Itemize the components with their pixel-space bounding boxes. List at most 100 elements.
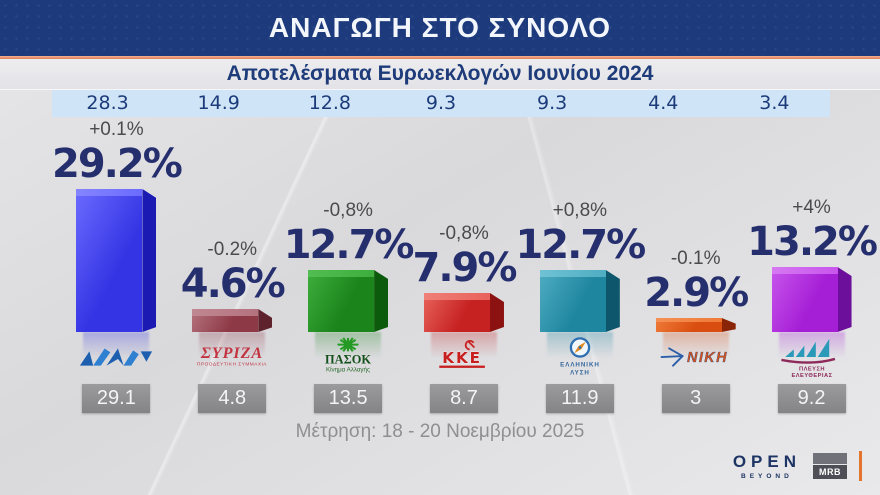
kke-logo: ΚΚΕ <box>418 339 510 377</box>
change-label: -0.2% <box>207 239 258 260</box>
open-logo: OPEN BEYOND <box>733 452 801 480</box>
bar-3d <box>539 270 620 332</box>
percentage-label: 29.2% <box>52 141 183 187</box>
bar-side-face <box>374 270 388 332</box>
mrb-logo-label: MRB <box>813 465 847 479</box>
projected-value: 8.7 <box>450 387 478 409</box>
logo-zone <box>52 332 181 384</box>
previous-results-band: 28.3 14.9 12.8 9.3 9.3 4.4 3.4 <box>52 90 830 117</box>
bar-top-face <box>192 309 259 316</box>
title-bar: ΑΝΑΓΩΓΗ ΣΤΟ ΣΥΝΟΛΟ <box>0 0 880 56</box>
party-column-syriza: -0.2% 4.6% ΣΥΡΙΖΑ ΠΡΟΟΔΕΥΤΙΚΗ ΣΥΜΜΑΧΙΑ 4… <box>181 117 286 413</box>
projected-value-box: 29.1 <box>82 384 151 413</box>
party-column-kke: -0,8% 7.9% ΚΚΕ 8.7 <box>412 117 518 413</box>
bar-top-face <box>655 318 722 322</box>
bar-3d <box>308 270 388 332</box>
previous-result-value: 3.4 <box>759 92 790 114</box>
bar-3d <box>771 267 852 332</box>
change-label: +0,8% <box>552 200 608 221</box>
elliniki-lysi-logo: ΕΛΛΗΝΙΚΗ ΛΥΣΗ <box>534 336 626 380</box>
bar-3d <box>76 189 156 332</box>
change-label: +4% <box>792 197 831 218</box>
svg-text:Κίνημα Αλλαγής: Κίνημα Αλλαγής <box>326 366 370 373</box>
logo-zone: ΠΛΕΥΣΗ ΕΛΕΥΘΕΡΙΑΣ <box>747 332 876 384</box>
projected-value: 4.8 <box>218 387 247 409</box>
niki-logo: ΝΙΚΗ <box>650 341 742 375</box>
party-column-pasok: -0,8% 12.7% ΠΑΣΟΚ Κίνημα Αλλαγής 13.5 <box>283 117 415 413</box>
party-column-elliniki-lysi: +0,8% 12.7% ΕΛΛΗΝΙΚΗ ΛΥΣΗ 11.9 <box>515 117 646 413</box>
bar <box>771 267 838 332</box>
svg-text:ΕΛΛΗΝΙΚΗ: ΕΛΛΗΝΙΚΗ <box>560 362 600 369</box>
bar-top-face <box>423 293 490 300</box>
bar-side-face <box>490 293 504 332</box>
previous-result-value: 9.3 <box>425 92 457 114</box>
svg-text:ΠΛΕΥΣΗ: ΠΛΕΥΣΗ <box>799 366 825 372</box>
svg-text:ΛΥΣΗ: ΛΥΣΗ <box>570 369 590 376</box>
bar-3d <box>423 293 504 332</box>
logo-zone: ΣΥΡΙΖΑ ΠΡΟΟΔΕΥΤΙΚΗ ΣΥΜΜΑΧΙΑ <box>181 332 284 384</box>
accent-rule <box>0 56 880 59</box>
bar <box>308 270 375 332</box>
pasok-logo: ΠΑΣΟΚ Κίνημα Αλλαγής <box>302 337 394 379</box>
party-column-niki: -0.1% 2.9% ΝΙΚΗ 3 <box>644 117 749 413</box>
percentage-label: 12.7% <box>515 222 646 268</box>
bar-top-face <box>539 270 606 277</box>
projected-value-box: 9.2 <box>777 384 846 413</box>
page-title: ΑΝΑΓΩΓΗ ΣΤΟ ΣΥΝΟΛΟ <box>268 12 612 43</box>
subtitle-row: Αποτελέσματα Ευρωεκλογών Ιουνίου 2024 <box>0 59 880 90</box>
svg-text:ΚΚΕ: ΚΚΕ <box>442 349 482 367</box>
change-label: +0.1% <box>89 119 144 140</box>
percentage-label: 7.9% <box>412 245 518 291</box>
logo-zone: ΕΛΛΗΝΙΚΗ ΛΥΣΗ <box>515 332 644 384</box>
branding: OPEN BEYOND MRB <box>733 449 862 483</box>
change-label: -0.1% <box>670 248 721 269</box>
bar-side-face <box>722 318 736 332</box>
projected-value-box: 8.7 <box>429 384 498 413</box>
nd-logo <box>70 339 162 377</box>
bar <box>76 189 143 332</box>
party-column-nd: +0.1% 29.2% 29.1 <box>52 117 183 413</box>
mrb-logo-mark <box>813 453 847 464</box>
beyond-label: BEYOND <box>741 473 793 480</box>
survey-date: Μέτρηση: 18 - 20 Νοεμβρίου 2025 <box>295 421 585 442</box>
bar-side-face <box>606 270 620 332</box>
logo-zone: ΠΑΣΟΚ Κίνημα Αλλαγής <box>284 332 413 384</box>
svg-text:ΝΙΚΗ: ΝΙΚΗ <box>687 350 728 366</box>
bar-top-face <box>771 267 838 274</box>
projected-value: 11.9 <box>561 387 599 409</box>
percentage-label: 2.9% <box>644 270 749 316</box>
projected-value-box: 13.5 <box>314 384 383 413</box>
previous-result-value: 14.9 <box>197 92 240 114</box>
previous-result-value: 4.4 <box>648 92 679 114</box>
plefsi-eleftherias-logo: ΠΛΕΥΣΗ ΕΛΕΥΘΕΡΙΑΣ <box>766 336 858 380</box>
projected-value: 3 <box>690 387 702 409</box>
projected-value-box: 3 <box>661 384 730 413</box>
logo-zone: ΝΙΚΗ <box>644 332 747 384</box>
mrb-logo: MRB <box>813 453 847 479</box>
svg-text:ΕΛΕΥΘΕΡΙΑΣ: ΕΛΕΥΘΕΡΙΑΣ <box>791 373 832 379</box>
change-label: -0,8% <box>439 223 489 244</box>
svg-text:ΣΥΡΙΖΑ: ΣΥΡΙΖΑ <box>200 345 263 362</box>
bar <box>423 293 490 332</box>
logo-zone: ΚΚΕ <box>413 332 516 384</box>
percentage-label: 12.7% <box>283 222 415 268</box>
open-logo-text: OPEN <box>732 452 801 471</box>
bar-reflection <box>662 332 729 358</box>
previous-result-value: 12.8 <box>308 92 351 114</box>
previous-result-value: 9.3 <box>537 92 568 114</box>
projected-value-box: 11.9 <box>545 384 614 413</box>
bar <box>192 309 259 332</box>
projected-value: 13.5 <box>328 387 368 409</box>
percentage-label: 13.2% <box>747 219 878 265</box>
party-column-plefsi-eleftherias: +4% 13.2% ΠΛΕΥΣΗ ΕΛΕΥΘΕΡΙΑΣ 9.2 <box>747 117 878 413</box>
projected-value: 9.2 <box>797 387 826 409</box>
syriza-logo: ΣΥΡΙΖΑ ΠΡΟΟΔΕΥΤΙΚΗ ΣΥΜΜΑΧΙΑ <box>186 339 278 377</box>
accent-divider <box>859 451 862 481</box>
bar-3d <box>655 318 736 332</box>
chart-columns: +0.1% 29.2% 29.1 -0.2% 4.6% <box>52 117 878 413</box>
bar-side-face <box>838 267 852 332</box>
change-label: -0,8% <box>323 200 373 221</box>
bar-reflection <box>199 332 266 358</box>
svg-text:ΠΡΟΟΔΕΥΤΙΚΗ ΣΥΜΜΑΧΙΑ: ΠΡΟΟΔΕΥΤΙΚΗ ΣΥΜΜΑΧΙΑ <box>197 362 267 368</box>
